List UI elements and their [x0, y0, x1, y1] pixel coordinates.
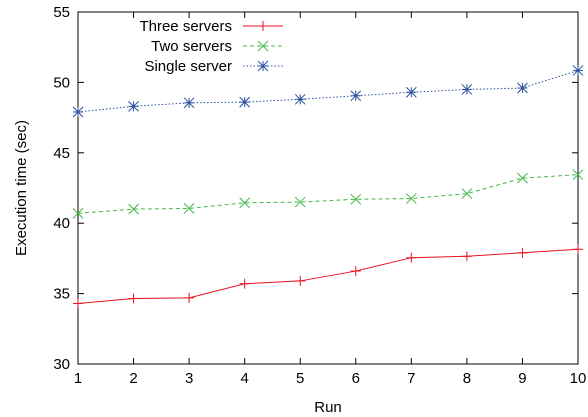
data-point: [461, 84, 473, 95]
y-tick-label: 30: [53, 356, 70, 373]
data-point: [350, 90, 362, 102]
y-tick-label: 50: [53, 74, 70, 91]
series-layer: [72, 65, 584, 309]
data-point: [461, 188, 473, 199]
legend-label: Single server: [144, 58, 232, 75]
data-point: [239, 197, 251, 209]
data-point: [405, 86, 417, 98]
x-tick-label: 1: [74, 370, 82, 387]
y-tick-label: 35: [53, 286, 70, 303]
x-tick-label: 4: [240, 370, 248, 387]
legend-swatch-marker: [258, 21, 268, 31]
x-tick-label: 2: [129, 370, 137, 387]
y-tick-label: 55: [53, 4, 70, 21]
legend: Three servers Two servers Single server: [139, 18, 283, 75]
y-tick-label: 45: [53, 145, 70, 162]
data-point: [517, 247, 528, 258]
data-point: [406, 252, 417, 263]
x-tick-label: 9: [518, 370, 526, 387]
legend-label: Two servers: [151, 38, 232, 55]
series-0: [73, 244, 583, 309]
x-axis-label: Run: [314, 399, 342, 416]
series-line: [77, 69, 579, 113]
series-1: [72, 169, 584, 219]
data-point: [461, 251, 472, 262]
data-point: [72, 106, 84, 118]
data-point: [72, 207, 84, 219]
x-tick-label: 5: [296, 370, 304, 387]
data-point: [294, 93, 306, 105]
x-tick-label: 10: [570, 370, 587, 387]
data-point: [239, 96, 251, 108]
data-point: [239, 278, 250, 289]
y-axis-label: Execution time (sec): [13, 120, 30, 256]
x-tick-label: 7: [407, 370, 415, 387]
legend-swatch-marker: [257, 60, 269, 72]
data-point: [184, 292, 195, 303]
data-point: [573, 244, 583, 255]
legend-item-1: Two servers: [151, 38, 283, 55]
data-point: [405, 193, 417, 204]
x-tick-label: 8: [463, 370, 471, 387]
data-point: [128, 100, 139, 112]
data-point: [517, 82, 528, 94]
legend-swatch-marker: [257, 40, 269, 52]
data-point: [350, 193, 362, 205]
data-point: [350, 266, 361, 277]
series-line: [77, 174, 579, 214]
data-point: [517, 172, 528, 184]
data-point: [128, 293, 139, 304]
legend-label: Three servers: [139, 18, 232, 35]
data-point: [183, 97, 195, 109]
x-tick-label: 6: [352, 370, 360, 387]
data-point: [73, 298, 83, 309]
series-line: [77, 248, 579, 304]
y-tick-label: 40: [53, 215, 70, 232]
legend-item-2: Single server: [144, 58, 283, 75]
data-point: [294, 196, 306, 208]
data-point: [183, 203, 195, 214]
data-point: [572, 169, 584, 180]
data-point: [128, 203, 139, 215]
data-point: [572, 65, 584, 76]
x-tick-label: 3: [185, 370, 193, 387]
series-2: [72, 65, 584, 118]
data-point: [295, 275, 306, 286]
legend-item-0: Three servers: [139, 18, 283, 35]
plot-frame: [77, 11, 579, 365]
